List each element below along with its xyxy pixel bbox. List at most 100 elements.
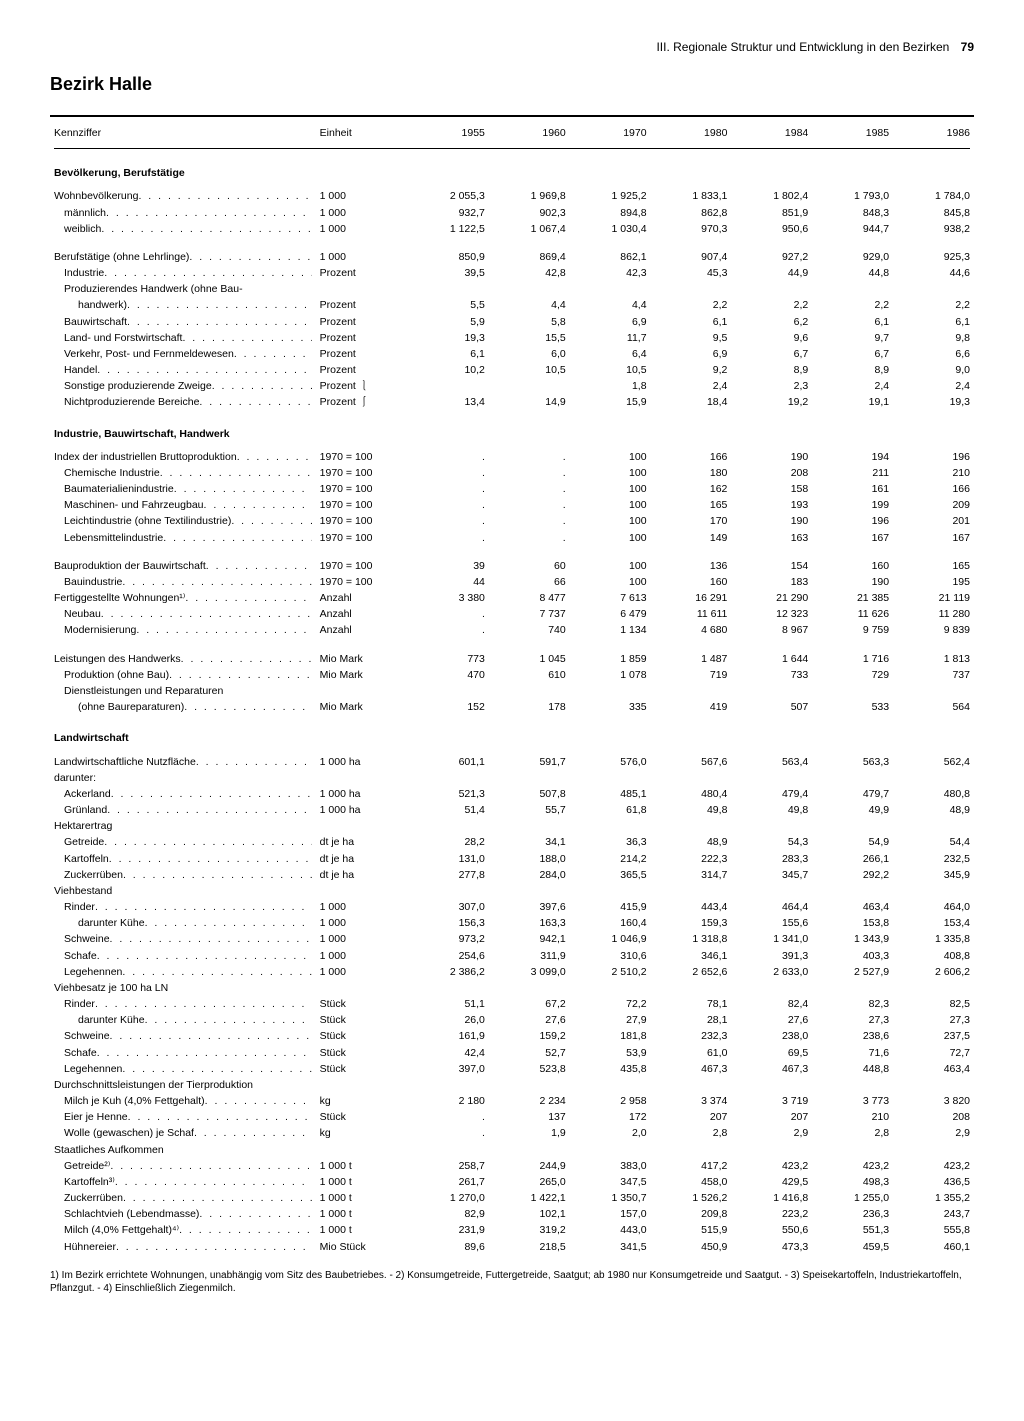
cell-value: 310,6 xyxy=(570,948,651,964)
cell-value: 1 487 xyxy=(651,651,732,667)
cell-value xyxy=(812,281,893,297)
table-row: Schweine . . . . . . . . . . . . . . . .… xyxy=(50,931,974,947)
cell-value: 1 045 xyxy=(489,651,570,667)
cell-value: 443,4 xyxy=(651,899,732,915)
cell-value: 160,4 xyxy=(570,915,651,931)
cell-value: 894,8 xyxy=(570,205,651,221)
cell-value xyxy=(893,883,974,899)
cell-value: 156,3 xyxy=(408,915,489,931)
cell-value xyxy=(731,770,812,786)
row-label: Viehbesatz je 100 ha LN xyxy=(50,980,316,996)
cell-value: 345,7 xyxy=(731,867,812,883)
cell-value: 932,7 xyxy=(408,205,489,221)
cell-value: 54,9 xyxy=(812,834,893,850)
cell-value: 158 xyxy=(731,481,812,497)
cell-value xyxy=(731,1077,812,1093)
cell-value: 1 422,1 xyxy=(489,1190,570,1206)
cell-value: 480,4 xyxy=(651,786,732,802)
cell-value: 423,2 xyxy=(812,1158,893,1174)
cell-value: 208 xyxy=(731,465,812,481)
row-label: Schafe . . . . . . . . . . . . . . . . .… xyxy=(50,1045,316,1061)
chapter-title: III. Regionale Struktur und Entwicklung … xyxy=(656,40,949,54)
row-label: Leichtindustrie (ohne Textilindustrie) .… xyxy=(50,513,316,529)
row-label: Durchschnittsleistungen der Tierprodukti… xyxy=(50,1077,316,1093)
cell-value: 2,2 xyxy=(893,297,974,313)
cell-value: 1 793,0 xyxy=(812,188,893,204)
table-row xyxy=(50,237,974,249)
cell-value: 8 967 xyxy=(731,622,812,638)
row-label: Rinder . . . . . . . . . . . . . . . . .… xyxy=(50,899,316,915)
table-row: Index der industriellen Bruttoproduktion… xyxy=(50,449,974,465)
cell-value: 2 510,2 xyxy=(570,964,651,980)
cell-value: 195 xyxy=(893,574,974,590)
cell-value: 450,9 xyxy=(651,1239,732,1255)
cell-value: 1 833,1 xyxy=(651,188,732,204)
cell-value: 314,7 xyxy=(651,867,732,883)
row-unit: 1 000 xyxy=(316,221,408,237)
cell-value: 159,2 xyxy=(489,1028,570,1044)
cell-value: 391,3 xyxy=(731,948,812,964)
cell-value: 48,9 xyxy=(893,802,974,818)
row-label: darunter: xyxy=(50,770,316,786)
page-number: 79 xyxy=(961,40,974,54)
cell-value: 69,5 xyxy=(731,1045,812,1061)
cell-value: 152 xyxy=(408,699,489,715)
row-unit: 1 000 t xyxy=(316,1174,408,1190)
data-table: Kennziffer Einheit 1955 1960 1970 1980 1… xyxy=(50,125,974,1255)
col-year-0: 1955 xyxy=(408,125,489,141)
cell-value: 244,9 xyxy=(489,1158,570,1174)
cell-value xyxy=(489,378,570,394)
cell-value: 49,8 xyxy=(731,802,812,818)
cell-value: 346,1 xyxy=(651,948,732,964)
row-unit: Anzahl xyxy=(316,622,408,638)
cell-value: 170 xyxy=(651,513,732,529)
row-unit: Anzahl xyxy=(316,606,408,622)
cell-value: 1 341,0 xyxy=(731,931,812,947)
row-unit: Stück xyxy=(316,1109,408,1125)
row-label: Neubau . . . . . . . . . . . . . . . . .… xyxy=(50,606,316,622)
table-row: Land- und Forstwirtschaft . . . . . . . … xyxy=(50,330,974,346)
cell-value: 927,2 xyxy=(731,249,812,265)
cell-value: . xyxy=(489,481,570,497)
row-unit: 1 000 xyxy=(316,948,408,964)
cell-value: 82,4 xyxy=(731,996,812,1012)
cell-value: 944,7 xyxy=(812,221,893,237)
cell-value: 181,8 xyxy=(570,1028,651,1044)
cell-value: 6,7 xyxy=(731,346,812,362)
row-label: Bauproduktion der Bauwirtschaft . . . . … xyxy=(50,558,316,574)
cell-value: 21 119 xyxy=(893,590,974,606)
cell-value: 408,8 xyxy=(893,948,974,964)
cell-value: 51,1 xyxy=(408,996,489,1012)
cell-value: 480,8 xyxy=(893,786,974,802)
cell-value: . xyxy=(408,530,489,546)
cell-value: 102,1 xyxy=(489,1206,570,1222)
row-label: weiblich . . . . . . . . . . . . . . . .… xyxy=(50,221,316,237)
cell-value: 183 xyxy=(731,574,812,590)
row-unit xyxy=(316,1142,408,1158)
cell-value: 485,1 xyxy=(570,786,651,802)
cell-value xyxy=(570,1077,651,1093)
cell-value: 100 xyxy=(570,465,651,481)
table-head: Kennziffer Einheit 1955 1960 1970 1980 1… xyxy=(50,125,974,141)
table-row: darunter Kühe . . . . . . . . . . . . . … xyxy=(50,915,974,931)
cell-value: 3 380 xyxy=(408,590,489,606)
cell-value: 28,1 xyxy=(651,1012,732,1028)
cell-value xyxy=(570,683,651,699)
table-body: Bevölkerung, BerufstätigeWohnbevölkerung… xyxy=(50,141,974,1255)
cell-value: 209,8 xyxy=(651,1206,732,1222)
col-year-6: 1986 xyxy=(893,125,974,141)
table-row: Landwirtschaftliche Nutzfläche . . . . .… xyxy=(50,754,974,770)
cell-value xyxy=(570,770,651,786)
cell-value xyxy=(570,980,651,996)
cell-value: 100 xyxy=(570,530,651,546)
cell-value: . xyxy=(489,449,570,465)
cell-value: 2,4 xyxy=(893,378,974,394)
cell-value: . xyxy=(408,1125,489,1141)
table-row: Produktion (ohne Bau) . . . . . . . . . … xyxy=(50,667,974,683)
cell-value: 5,5 xyxy=(408,297,489,313)
page-header: III. Regionale Struktur und Entwicklung … xyxy=(50,40,974,54)
cell-value: 850,9 xyxy=(408,249,489,265)
cell-value: 467,3 xyxy=(651,1061,732,1077)
cell-value: 12 323 xyxy=(731,606,812,622)
row-unit: Prozent ⎱ xyxy=(316,378,408,394)
